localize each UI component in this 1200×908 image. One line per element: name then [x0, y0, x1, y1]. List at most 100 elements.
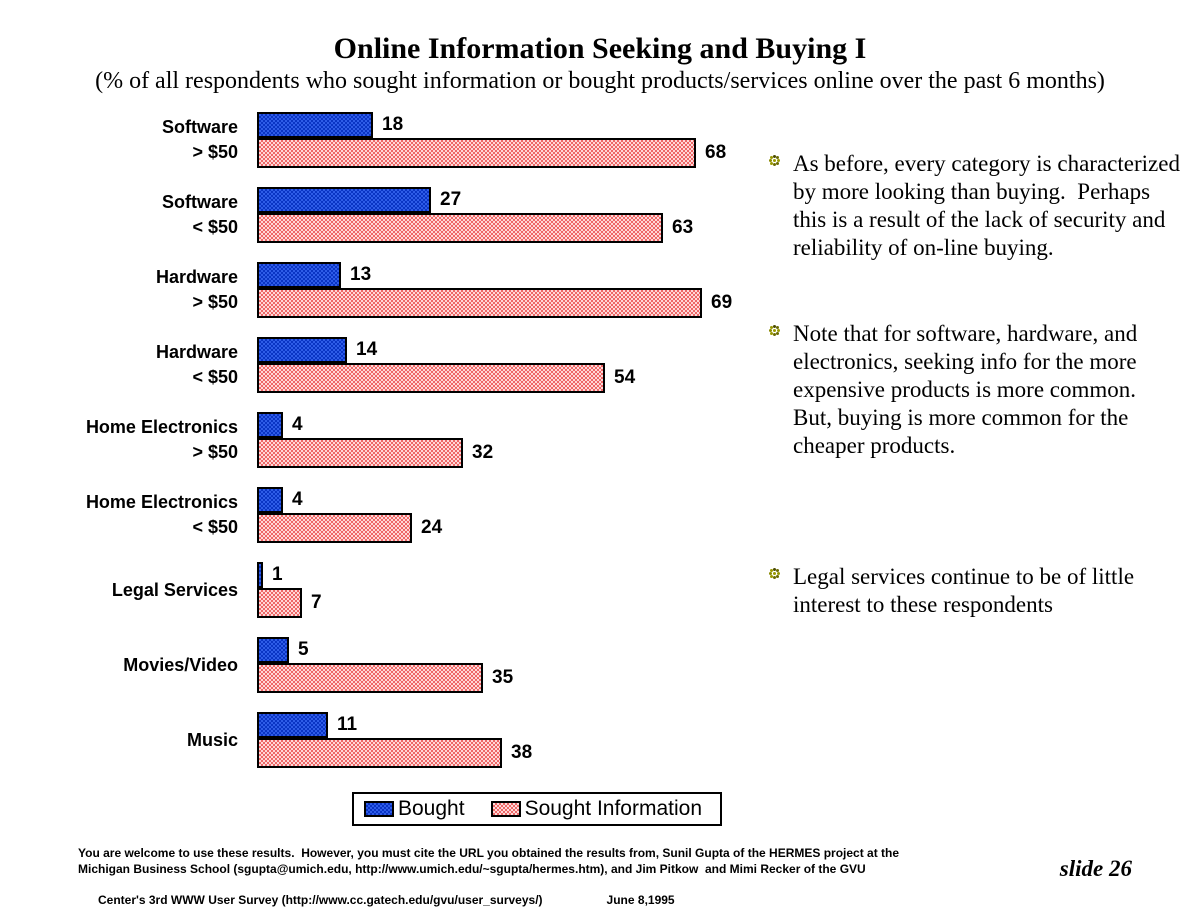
category-label-line1: Hardware	[155, 267, 238, 287]
bar-group: Hardware > $50 13 69	[75, 262, 732, 318]
category-label-line1: Hardware	[155, 342, 238, 362]
category-label: Software < $50	[75, 190, 238, 240]
bar-group: Home Electronics < $50 4 24	[75, 487, 732, 543]
bought-bar-line: 4	[257, 412, 493, 438]
bar-group: Music 11 38	[75, 712, 732, 768]
sought-bar-line: 69	[257, 288, 732, 318]
sought-bar	[257, 363, 605, 393]
bought-bar	[257, 112, 373, 138]
sought-bar	[257, 138, 696, 168]
sought-value-label: 68	[705, 142, 727, 163]
footer-line-1: You are welcome to use these results. Ho…	[78, 846, 900, 860]
bought-bar-line: 14	[257, 337, 635, 363]
bought-value-label: 13	[350, 264, 372, 285]
bought-bar-line: 13	[257, 262, 732, 288]
bar-pair: 14 54	[257, 337, 635, 393]
category-label: Music	[75, 728, 238, 753]
footer-line-3-text: Center's 3rd WWW User Survey (http://www…	[98, 892, 543, 907]
bar-pair: 4 24	[257, 487, 442, 543]
flower-bullet-icon	[770, 150, 793, 262]
category-label-line2: < $50	[192, 367, 238, 387]
sought-value-label: 38	[511, 742, 533, 763]
sought-value-label: 54	[614, 367, 636, 388]
bought-bar	[257, 262, 341, 288]
sought-bar	[257, 213, 663, 243]
category-label: Movies/Video	[75, 653, 238, 678]
bar-pair: 4 32	[257, 412, 493, 468]
bought-bar-line: 27	[257, 187, 693, 213]
bought-bar	[257, 562, 263, 588]
category-label: Software > $50	[75, 115, 238, 165]
legend-swatch-bought	[364, 801, 394, 817]
bought-bar-line: 4	[257, 487, 442, 513]
bought-value-label: 27	[440, 189, 462, 210]
sought-value-label: 35	[492, 667, 514, 688]
bought-bar	[257, 337, 347, 363]
bought-bar	[257, 487, 283, 513]
flower-bullet-icon	[770, 563, 793, 619]
bought-value-label: 1	[272, 564, 283, 585]
bar-group: Hardware < $50 14 54	[75, 337, 732, 393]
sought-bar	[257, 738, 502, 768]
sought-bar-line: 63	[257, 213, 693, 243]
bought-value-label: 5	[298, 639, 309, 660]
bought-bar	[257, 412, 283, 438]
category-label-line2: > $50	[192, 142, 238, 162]
sought-bar	[257, 588, 302, 618]
bar-group: Software < $50 27 63	[75, 187, 732, 243]
bar-chart: Software > $50 18 68 Software < $50 27 63 Hardwa…	[75, 112, 732, 787]
note-bullet-2: Note that for software, hardware, and el…	[770, 320, 1182, 460]
sought-bar-line: 35	[257, 663, 513, 693]
bar-pair: 13 69	[257, 262, 732, 318]
bought-value-label: 4	[292, 414, 303, 435]
sought-bar-line: 38	[257, 738, 532, 768]
category-label: Hardware > $50	[75, 265, 238, 315]
bought-bar-line: 18	[257, 112, 726, 138]
bought-value-label: 11	[337, 714, 358, 735]
legend-label-sought: Sought Information	[524, 797, 703, 820]
sought-bar	[257, 663, 483, 693]
bought-bar	[257, 712, 328, 738]
sought-bar-line: 54	[257, 363, 635, 393]
citation-footer: You are welcome to use these results. Ho…	[78, 846, 899, 908]
sought-bar	[257, 288, 702, 318]
page-title: Online Information Seeking and Buying I	[333, 32, 867, 65]
sought-value-label: 63	[672, 217, 694, 238]
page-subtitle: (% of all respondents who sought informa…	[95, 68, 1105, 94]
legend-swatch-sought	[490, 801, 521, 817]
sought-bar	[257, 438, 463, 468]
note-bullet-3: Legal services continue to be of little …	[770, 563, 1182, 619]
category-label-line1: Movies/Video	[123, 654, 238, 675]
slide-number: slide 26	[1059, 856, 1132, 881]
sought-bar-line: 32	[257, 438, 493, 468]
sought-value-label: 24	[421, 517, 443, 538]
category-label-line2: < $50	[192, 217, 238, 237]
note-text-3: Legal services continue to be of little …	[793, 564, 1140, 617]
category-label-line2: > $50	[192, 442, 238, 462]
category-label-line1: Home Electronics	[85, 492, 238, 512]
footer-date: June 8,1995	[606, 892, 675, 907]
bought-value-label: 14	[356, 339, 378, 360]
bar-pair: 18 68	[257, 112, 726, 168]
flower-bullet-icon	[770, 320, 793, 460]
sought-bar-line: 68	[257, 138, 726, 168]
category-label: Home Electronics > $50	[75, 415, 238, 465]
note-text-2: Note that for software, hardware, and el…	[793, 321, 1148, 458]
footer-line-2: Michigan Business School (sgupta@umich.e…	[78, 861, 866, 876]
bar-pair: 11 38	[257, 712, 532, 768]
category-label-line1: Music	[186, 729, 238, 750]
legend-label-bought: Bought	[398, 797, 465, 820]
bought-bar	[257, 637, 289, 663]
sought-value-label: 32	[472, 442, 494, 463]
sought-bar-line: 24	[257, 513, 442, 543]
category-label: Legal Services	[75, 578, 238, 603]
category-label-line2: < $50	[192, 517, 238, 537]
bought-bar-line: 5	[257, 637, 513, 663]
bought-value-label: 18	[382, 114, 404, 135]
category-label-line1: Software	[161, 192, 238, 212]
bar-pair: 5 35	[257, 637, 513, 693]
chart-legend: Bought Sought Information	[352, 792, 723, 826]
note-text-1: As before, every category is characteriz…	[793, 151, 1186, 260]
